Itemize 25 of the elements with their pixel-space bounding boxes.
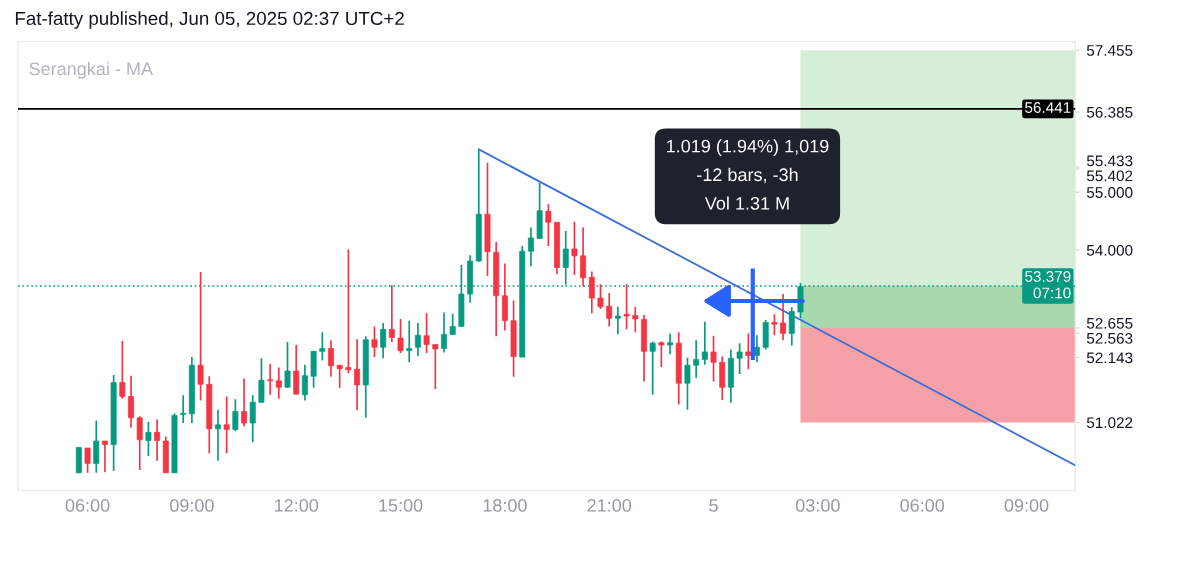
x-tick-label: 5 (709, 499, 718, 512)
ref-line-label: 53.379 07:10 (1025, 271, 1071, 299)
y-tick-label: 56.385 (1086, 106, 1133, 118)
y-tick-label: 55.000 (1086, 187, 1133, 198)
x-tick-label: 06:00 (65, 499, 110, 512)
y-tick-label: 52.655 (1086, 317, 1133, 329)
x-tick-label: 03:00 (795, 499, 840, 512)
x-tick-label: 15:00 (379, 499, 423, 512)
y-tick-label: 55.402 (1086, 170, 1133, 182)
y-tick-label: 54.000 (1086, 244, 1133, 256)
y-tick-label: 52.563 (1086, 332, 1133, 344)
y-tick-label: 57.455 (1086, 45, 1133, 56)
x-tick-label: 09:00 (1004, 499, 1049, 512)
x-tick-label: 06:00 (900, 499, 945, 512)
y-tick-label: 52.143 (1086, 352, 1133, 364)
annotation: 1.019 (1.94%) 1,019 -12 bars, -3h Vol 1.31 M (667, 139, 829, 210)
ref-line-label: 56.441 (1025, 102, 1071, 113)
x-tick-label: 12:00 (275, 499, 319, 512)
x-tick-label: 21:00 (587, 499, 632, 512)
x-tick-label: 18:00 (483, 499, 527, 512)
chart-title: Fat-fatty published, Jun 05, 2025 02:37 UTC+2 (15, 11, 404, 29)
text: Serangkai - MA (29, 61, 153, 79)
y-tick-label: 55.433 (1086, 155, 1133, 167)
x-tick-label: 09:00 (170, 499, 214, 512)
y-tick-label: 51.022 (1086, 417, 1133, 429)
